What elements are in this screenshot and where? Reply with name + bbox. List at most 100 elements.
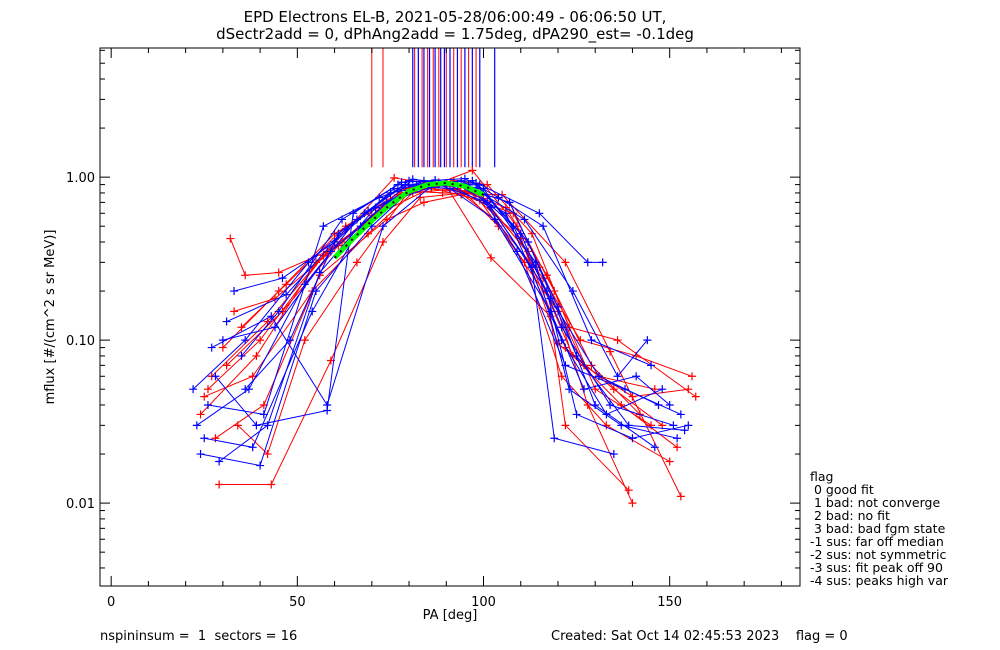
point-red [561,258,570,267]
point-blue [248,443,257,452]
point-red [673,443,682,452]
point-blue [647,361,656,370]
legend-item: 3 bad: bad fgm state [810,521,946,536]
point-blue [259,410,268,419]
point-blue [501,209,510,218]
series-red-trace [200,187,678,448]
point-red [565,323,574,332]
point-red [237,323,246,332]
point-red [218,343,227,352]
point-blue [323,406,332,415]
point-blue [598,258,607,267]
point-blue [684,421,693,430]
x-tick-label: 50 [289,595,306,610]
point-blue [203,400,212,409]
point-blue [568,287,577,296]
x-tick-label: 100 [471,595,496,610]
point-blue [580,385,589,394]
point-blue [606,400,615,409]
series-blue-trace [222,184,614,455]
point-red [203,385,212,394]
y-tick-label: 0.10 [66,334,95,349]
point-red [256,336,265,345]
point-red [419,198,428,207]
point-blue [207,343,216,352]
point-blue [520,215,529,224]
series-red-trace [229,177,630,491]
point-blue [393,180,402,189]
series-blue-trace [233,182,689,439]
point-red [267,480,276,489]
plot-frame [99,47,801,587]
flag-legend: flag 0 good fit 1 bad: not converge 2 ba… [810,469,949,588]
point-blue [241,336,250,345]
legend-item: -1 sus: far off median [810,534,944,549]
point-blue [241,385,250,394]
x-tick-label: 150 [657,595,682,610]
y-axis-label: mflux [#/(cm^2 s sr MeV)] [43,230,58,405]
point-red [624,486,633,495]
legend-item: 2 bad: no fit [810,508,890,523]
point-red [241,271,250,280]
point-blue [650,443,659,452]
legend-title: flag [810,469,833,484]
footer-created-info: Created: Sat Oct 14 02:45:53 2023 flag =… [551,629,848,644]
point-blue [669,421,678,430]
point-red [200,392,209,401]
series-red-trace [237,190,682,497]
point-red [483,180,492,189]
point-blue [200,434,209,443]
point-blue [583,258,592,267]
point-blue [319,222,328,231]
point-red [486,253,495,262]
peak-markers-layer [371,48,496,168]
point-blue [215,457,224,466]
point-red [222,361,231,370]
point-red [352,258,361,267]
point-blue [676,410,685,419]
series-blue-trace [204,178,663,448]
point-red [378,238,387,246]
point-red [691,392,700,401]
point-blue [252,421,261,430]
x-tick-label: 0 [107,595,115,610]
point-red [609,385,618,394]
point-blue [505,198,514,207]
y-tick-label: 0.01 [66,497,95,512]
point-blue [654,400,663,409]
point-blue [628,434,637,443]
point-red [211,434,220,443]
footer-sector-info: nspininsum = 1 sectors = 16 [100,629,297,644]
point-blue [550,434,559,443]
point-red [390,173,399,182]
point-blue [237,351,246,360]
fit-curve-layer [332,180,485,260]
point-blue [643,336,652,345]
point-blue [624,421,633,430]
point-blue [613,372,622,381]
point-blue [230,287,239,296]
point-blue [274,307,283,316]
point-blue [673,434,682,443]
point-blue [539,222,548,231]
legend-item: 0 good fit [810,482,874,497]
chart-title-line2: dSectr2add = 0, dPhAng2add = 1.75deg, dP… [216,25,694,44]
point-blue [263,421,272,430]
point-blue [211,372,220,381]
point-blue [222,317,231,326]
point-blue [513,247,522,256]
point-blue [326,247,335,256]
series-red-trace [219,192,633,504]
point-blue [349,209,358,218]
point-blue [192,421,201,430]
point-red [438,188,447,197]
point-blue [278,274,287,283]
point-blue [587,336,596,345]
legend-item: -4 sus: peaks high var [810,573,949,588]
point-red [688,372,697,381]
point-blue [196,450,205,459]
y-tick-label: 1.00 [66,171,95,186]
fit-curve-green [332,180,485,260]
point-blue [572,410,581,419]
